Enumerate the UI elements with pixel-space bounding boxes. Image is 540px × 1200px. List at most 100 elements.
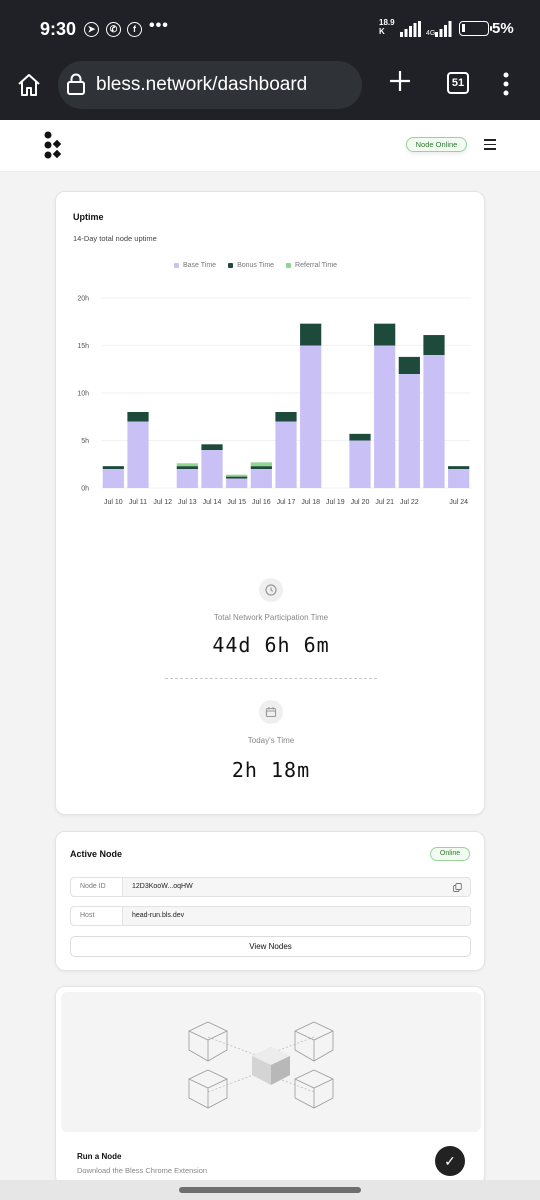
bar-bonus-time[interactable]: [127, 412, 149, 422]
bar-base-time[interactable]: [102, 469, 124, 488]
bar-base-time[interactable]: [349, 440, 371, 489]
x-tick-label: Jul 15: [227, 499, 246, 506]
legend-bonus: Bonus Time: [228, 262, 274, 269]
bar-base-time[interactable]: [398, 374, 420, 488]
uptime-subtitle: 14-Day total node uptime: [73, 234, 157, 243]
url-text: bless.network/dashboard: [96, 74, 308, 95]
x-tick-label: Jul 11: [129, 499, 147, 506]
bar-bonus-time[interactable]: [374, 323, 396, 346]
y-tick-label: 5h: [81, 438, 89, 445]
run-node-card: Run a Node Download the Bless Chrome Ext…: [55, 986, 485, 1186]
bar-base-time[interactable]: [374, 345, 396, 489]
svg-text:4G: 4G: [426, 30, 435, 37]
x-tick-label: Jul 17: [277, 499, 296, 506]
address-bar[interactable]: bless.network/dashboard: [58, 61, 362, 109]
legend-base: Base Time: [174, 262, 216, 269]
bar-base-time[interactable]: [448, 469, 470, 488]
network-speed: 18.9 K: [379, 18, 395, 36]
bar-bonus-time[interactable]: [176, 466, 198, 469]
y-tick-label: 10h: [77, 391, 89, 398]
x-tick-label: Jul 10: [104, 499, 123, 506]
battery-percent: 5%: [492, 20, 514, 37]
lock-icon: [67, 73, 85, 95]
clock: 9:30: [40, 19, 77, 39]
more-menu-icon[interactable]: [500, 71, 512, 97]
status-bar: 9:30 ➤ ✆ f ••• 18.9 K 4G 5%: [0, 0, 540, 58]
online-status-badge: Online: [430, 847, 470, 861]
host-label: Host: [71, 907, 123, 925]
y-tick-label: 15h: [77, 343, 89, 350]
bar-referral-time[interactable]: [250, 462, 272, 467]
x-tick-label: Jul 18: [301, 499, 320, 506]
today-time-label: Today's Time: [247, 736, 295, 745]
bar-bonus-time[interactable]: [448, 466, 470, 469]
node-network-illustration: [61, 992, 481, 1132]
x-tick-label: Jul 12: [153, 499, 172, 506]
bar-referral-time[interactable]: [176, 463, 198, 467]
x-tick-label: Jul 19: [326, 499, 345, 506]
bar-bonus-time[interactable]: [300, 323, 322, 346]
x-tick-label: Jul 24: [449, 499, 468, 506]
bar-bonus-time[interactable]: [102, 466, 124, 469]
node-status-badge: Node Online: [406, 137, 467, 152]
x-tick-label: Jul 14: [203, 499, 222, 506]
x-tick-label: Jul 16: [252, 499, 271, 506]
whatsapp-icon: ✆: [106, 22, 121, 37]
chart-legend: Base Time Bonus Time Referral Time: [174, 262, 337, 269]
node-id-field: Node ID 12D3KooW...oqHW: [70, 877, 471, 897]
hamburger-menu-icon[interactable]: [484, 139, 496, 150]
bless-logo[interactable]: [42, 130, 64, 160]
x-tick-label: Jul 20: [351, 499, 370, 506]
bar-base-time[interactable]: [176, 469, 198, 488]
x-tick-label: Jul 21: [375, 499, 394, 506]
run-node-title: Run a Node: [77, 1152, 122, 1161]
bar-bonus-time[interactable]: [275, 412, 297, 422]
tab-switcher-button[interactable]: 51: [447, 72, 469, 94]
x-tick-label: Jul 13: [178, 499, 197, 506]
bar-bonus-time[interactable]: [349, 433, 371, 441]
bar-base-time[interactable]: [300, 345, 322, 489]
bar-bonus-time[interactable]: [201, 444, 223, 450]
bar-bonus-time[interactable]: [250, 466, 272, 469]
home-icon[interactable]: [16, 72, 42, 98]
battery-icon: [459, 21, 492, 36]
bar-base-time[interactable]: [250, 469, 272, 488]
check-button[interactable]: ✓: [435, 1146, 465, 1176]
total-participation-label: Total Network Participation Time: [213, 613, 329, 622]
bar-bonus-time[interactable]: [423, 335, 445, 355]
y-tick-label: 20h: [77, 296, 89, 303]
signal-icon-2: 4G: [426, 21, 452, 37]
new-tab-icon[interactable]: [389, 70, 411, 92]
bar-bonus-time[interactable]: [398, 356, 420, 374]
bar-base-time[interactable]: [275, 421, 297, 489]
divider: [165, 678, 377, 679]
bar-base-time[interactable]: [127, 421, 149, 489]
facebook-icon: f: [127, 22, 142, 37]
host-field: Host head-run.bls.dev: [70, 906, 471, 926]
uptime-title: Uptime: [73, 212, 104, 222]
telegram-icon: ➤: [84, 22, 99, 37]
y-tick-label: 0h: [81, 486, 89, 493]
bar-referral-time[interactable]: [226, 474, 248, 477]
run-node-subtitle: Download the Bless Chrome Extension: [77, 1166, 208, 1175]
more-notifications-icon: •••: [149, 17, 169, 34]
bar-base-time[interactable]: [201, 450, 223, 488]
view-nodes-button[interactable]: View Nodes: [70, 936, 471, 957]
site-header: Node Online: [0, 120, 540, 172]
bar-bonus-time[interactable]: [226, 476, 248, 479]
uptime-card: Uptime 14-Day total node uptime Base Tim…: [55, 191, 485, 815]
clock-icon: [259, 578, 283, 602]
active-node-card: Active Node Online Node ID 12D3KooW...oq…: [55, 831, 485, 971]
legend-referral: Referral Time: [286, 262, 337, 269]
signal-icon: [400, 21, 421, 37]
bar-base-time[interactable]: [226, 478, 248, 489]
node-id-label: Node ID: [71, 878, 123, 896]
copy-icon[interactable]: [453, 883, 462, 892]
node-id-value: 12D3KooW...oqHW: [132, 883, 193, 890]
bar-base-time[interactable]: [423, 355, 445, 488]
uptime-chart: 0h 5h 10h 15h 20h Jul 10 Jul 11 Jul 12 Jul 13 Jul…: [77, 296, 471, 506]
today-time-value: 2h 18m: [231, 758, 311, 782]
browser-toolbar: bless.network/dashboard 51: [0, 58, 540, 120]
active-node-title: Active Node: [70, 849, 123, 859]
home-indicator[interactable]: [179, 1187, 361, 1193]
